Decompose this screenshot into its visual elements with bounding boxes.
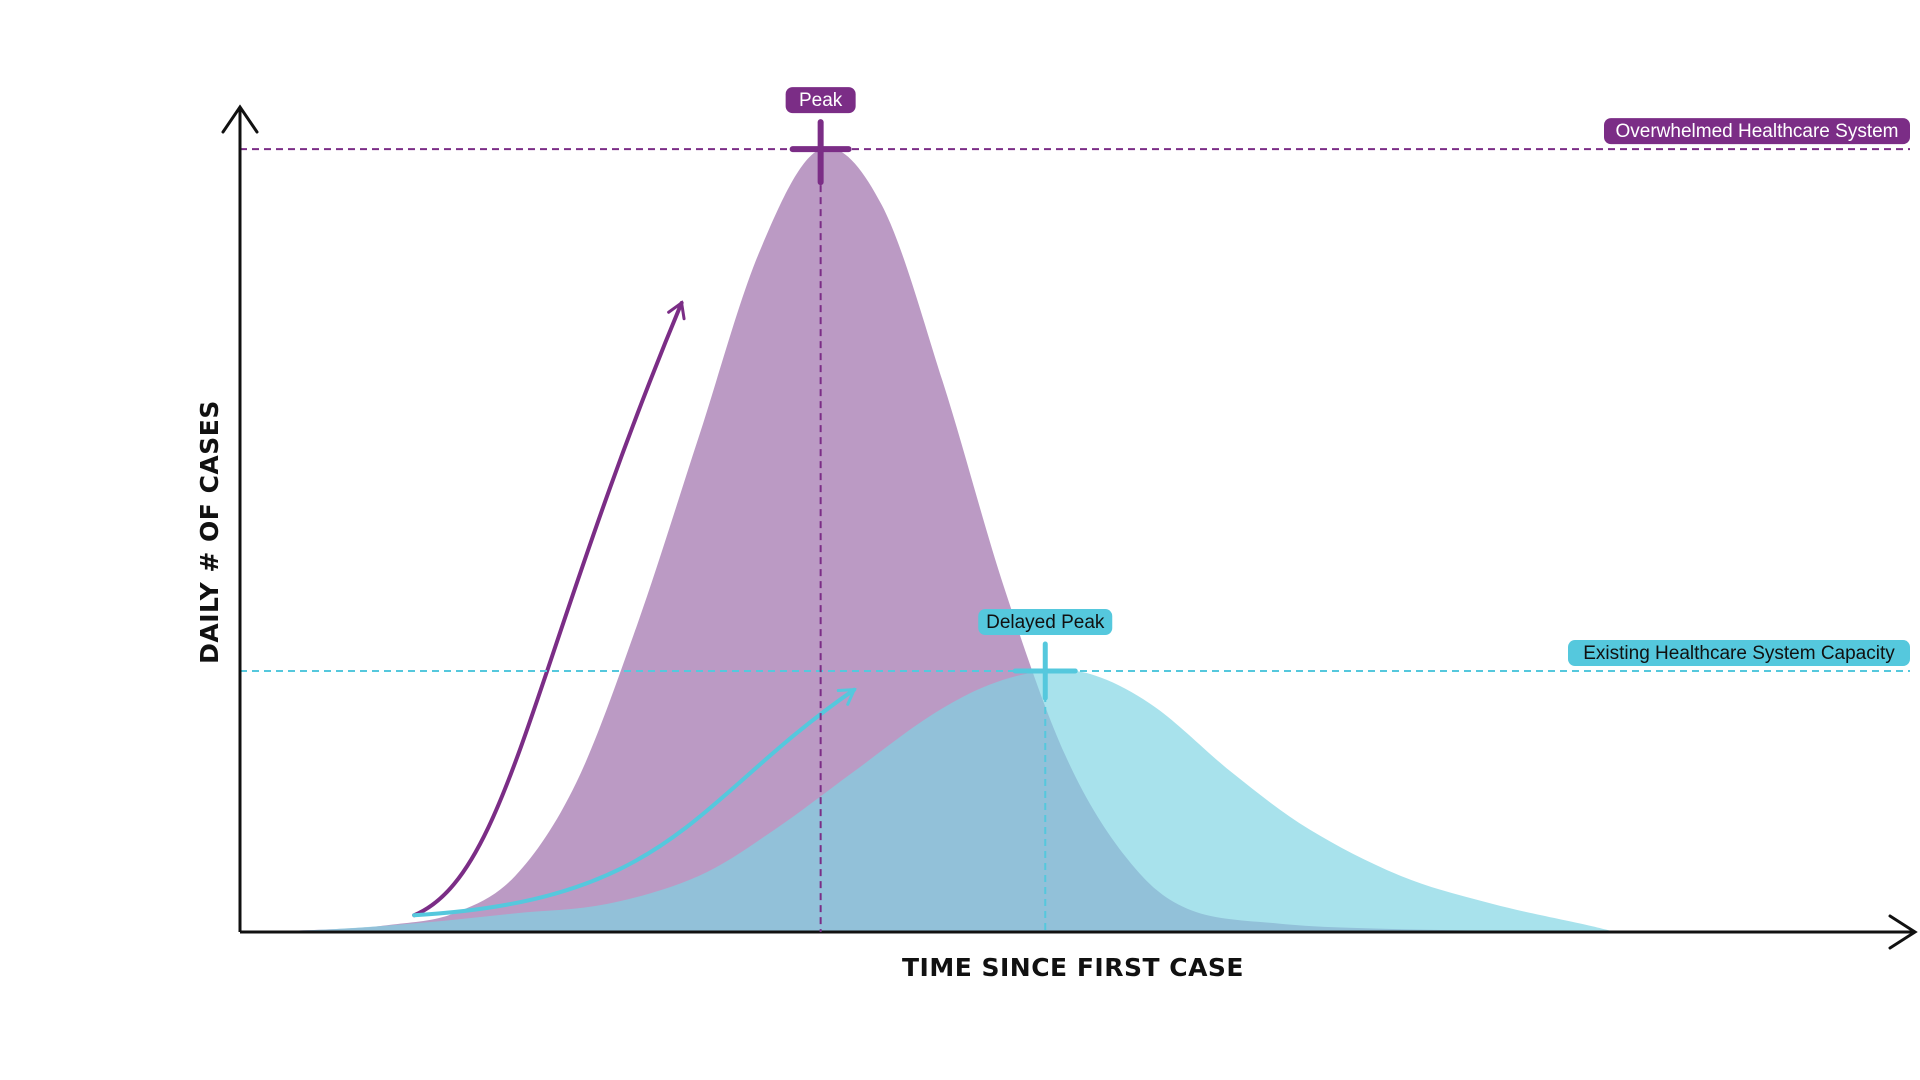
peak-tag-bg	[785, 87, 856, 114]
area-series-flattened	[240, 670, 1616, 932]
delayed-peak-tag-bg	[978, 609, 1113, 636]
growth-arrowhead-flattened	[836, 688, 857, 706]
tag-bg-capacity	[1568, 640, 1910, 667]
peak-label: Peak	[799, 90, 843, 111]
area-series-group	[240, 147, 1616, 932]
growth-arrowhead-uncontrolled	[667, 300, 686, 321]
x-axis-title: TIME SINCE FIRST CASE	[902, 953, 1244, 982]
peak-markers-group: Peak Delayed Peak	[785, 87, 1113, 932]
reference-label-capacity: Existing Healthcare System Capacity	[1583, 643, 1895, 664]
growth-arrow-flattened	[412, 687, 857, 918]
tag-bg-overwhelmed	[1604, 118, 1910, 145]
area-series-uncontrolled	[240, 147, 1616, 932]
reference-label-overwhelmed: Overwhelmed Healthcare System	[1616, 121, 1899, 142]
delayed-peak-label: Delayed Peak	[986, 612, 1105, 633]
y-axis-arrowhead	[221, 104, 259, 134]
x-axis-arrowhead	[1888, 914, 1918, 950]
axes-group	[221, 104, 1918, 950]
y-axis-title: DAILY # OF CASES	[195, 400, 224, 664]
reference-lines-group: Overwhelmed Healthcare System Existing He…	[240, 118, 1910, 673]
growth-arrow-uncontrolled	[412, 300, 684, 918]
